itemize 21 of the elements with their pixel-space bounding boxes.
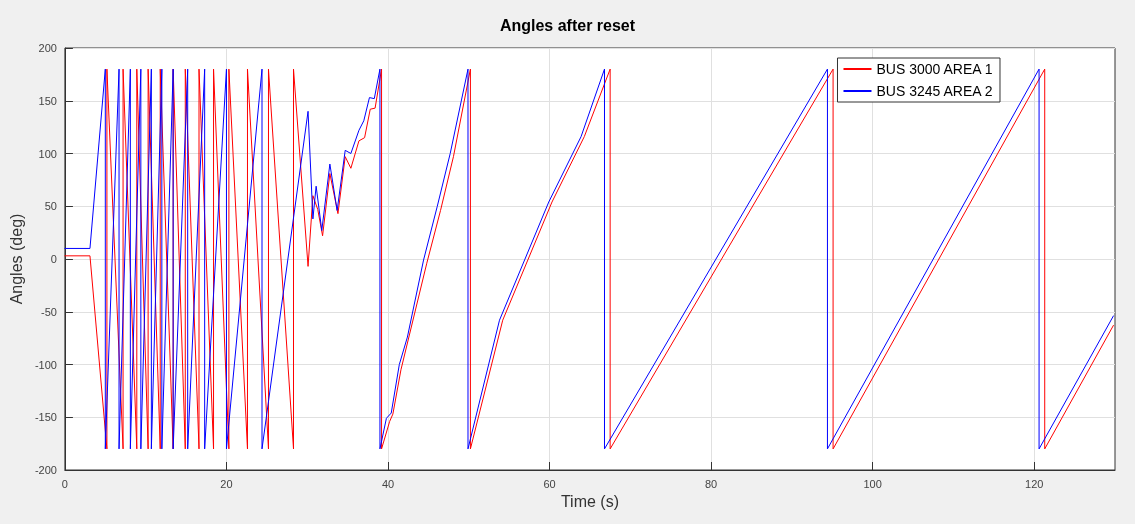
x-tick-label: 60 bbox=[543, 477, 556, 490]
x-tick-label: 120 bbox=[1025, 477, 1044, 490]
chart-title: Angles after reset bbox=[499, 16, 636, 34]
y-tick-label: 150 bbox=[38, 94, 57, 107]
x-axis-title: Time (s) bbox=[560, 493, 619, 511]
x-tick-label: 100 bbox=[863, 477, 882, 490]
y-tick-label: -150 bbox=[34, 411, 57, 424]
legend-label: BUS 3000 AREA 1 bbox=[876, 61, 993, 77]
x-tick-label: 80 bbox=[705, 477, 718, 490]
x-tick-label: 40 bbox=[381, 477, 395, 490]
y-tick-label: 50 bbox=[44, 200, 57, 213]
y-tick-label: -50 bbox=[41, 305, 57, 318]
x-tick-label: 0 bbox=[61, 477, 68, 490]
y-axis-title: Angles (deg) bbox=[7, 213, 25, 305]
y-tick-label: -100 bbox=[34, 358, 57, 371]
y-tick-label: 0 bbox=[50, 253, 57, 265]
legend-label: BUS 3245 AREA 2 bbox=[876, 83, 993, 99]
y-tick-label: -200 bbox=[34, 464, 57, 476]
y-tick-label: 200 bbox=[38, 42, 57, 54]
x-tick-label: 20 bbox=[220, 477, 233, 490]
y-tick-label: 100 bbox=[38, 147, 57, 160]
